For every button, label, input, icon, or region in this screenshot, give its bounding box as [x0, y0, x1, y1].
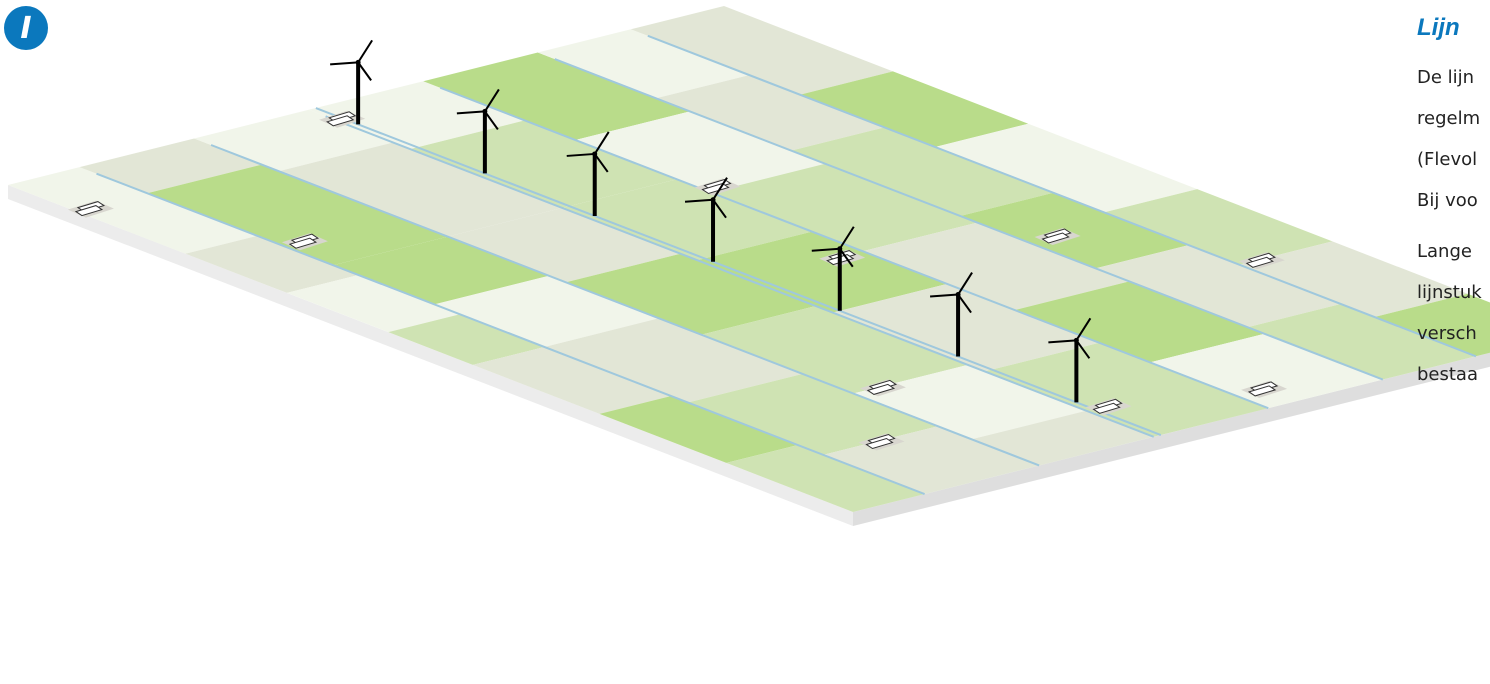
farm-building-icon: [281, 233, 328, 251]
paragraph-2: Lange lijnstuk versch bestaa: [1417, 236, 1490, 390]
field-parcel: [630, 6, 893, 95]
farm-building-icon: [67, 200, 114, 218]
wind-turbine-icon: [811, 226, 855, 311]
ditch-line: [325, 115, 1155, 438]
field-parcel: [688, 373, 938, 455]
field-parcel: [333, 236, 550, 305]
section-badge: I: [4, 6, 48, 50]
wind-turbine-icon: [684, 177, 728, 262]
field-parcel: [562, 179, 812, 261]
field-parcel: [1239, 241, 1468, 317]
field-parcel: [472, 347, 672, 414]
platform-edge-front: [853, 352, 1490, 526]
field-parcel: [960, 192, 1189, 269]
field-parcel: [799, 71, 1029, 147]
field-parcel: [701, 306, 968, 394]
farm-building-icon: [319, 110, 366, 128]
paragraph-1-line: regelm: [1417, 108, 1481, 129]
farm-building-icon: [1241, 380, 1288, 398]
field-parcel: [447, 207, 681, 283]
wind-turbine-icon: [330, 39, 373, 125]
field-parcel: [8, 167, 258, 254]
field-parcel: [566, 253, 816, 335]
farm-building-icon: [1238, 252, 1285, 270]
ditch-line: [210, 144, 1040, 467]
platform-edge-left: [8, 185, 853, 526]
field-parcel: [575, 111, 826, 193]
field-parcel: [656, 75, 885, 151]
field-parcel: [697, 231, 948, 313]
paragraph-1-line: De lijn: [1417, 67, 1475, 88]
main-canal-line: [315, 107, 1162, 436]
field-parcel: [1150, 333, 1383, 409]
field-parcel: [423, 52, 690, 140]
ditch-line: [96, 172, 925, 496]
paragraph-2-line: versch: [1417, 323, 1477, 344]
field-parcel: [79, 138, 262, 194]
field-parcel: [410, 120, 677, 208]
wind-turbine-row: [330, 39, 1092, 403]
paragraph-1-line: (Flevol: [1417, 149, 1478, 170]
farm-building-icon: [1085, 398, 1132, 416]
field-parcel: [599, 396, 798, 463]
field-parcel: [710, 163, 978, 252]
paragraph-2-line: Lange: [1417, 241, 1472, 262]
farm-building-icon: [859, 379, 906, 397]
wind-turbine-icon: [930, 272, 973, 357]
wind-turbine-icon: [566, 131, 610, 216]
field-parcel: [791, 127, 1054, 216]
farm-building-icon: [1034, 228, 1081, 245]
field-parcel: [434, 275, 659, 347]
field-parcel: [278, 142, 563, 237]
field-parcel: [286, 275, 460, 333]
field-parcel: [984, 342, 1269, 437]
field-parcel: [308, 81, 525, 150]
field-parcel: [726, 445, 925, 512]
field-parcel: [544, 318, 803, 403]
paragraph-1: De lijn regelm (Flevol Bij voo: [1417, 62, 1490, 216]
field-parcel: [1095, 245, 1341, 328]
field-parcel: [1247, 304, 1476, 380]
field-parcel: [862, 222, 1130, 311]
ditch-line: [439, 86, 1269, 410]
wind-turbine-icon: [456, 88, 500, 174]
farm-building-icon: [858, 433, 905, 451]
platform-base: [8, 185, 1490, 526]
paragraph-2-line: bestaa: [1417, 364, 1478, 385]
field-parcel: [971, 410, 1154, 466]
field-parcel: [1014, 281, 1265, 363]
section-title: Lijn: [1417, 14, 1460, 41]
paragraph-2-line: lijnstuk: [1417, 282, 1482, 303]
ditch-line: [554, 58, 1384, 381]
ditch-line: [647, 34, 1477, 358]
field-parcel: [537, 29, 750, 99]
wind-turbine-icon: [1048, 317, 1092, 403]
explanation-panel: Lijn De lijn regelm (Flevol Bij voo Lang…: [1417, 14, 1490, 414]
field-parcel: [853, 364, 1087, 440]
field-parcels: [8, 6, 1490, 512]
field-parcel: [147, 164, 448, 266]
paragraph-1-line: Bij voo: [1417, 190, 1478, 211]
field-parcel: [1374, 293, 1490, 357]
farm-buildings: [67, 110, 1288, 451]
field-parcel: [388, 314, 545, 365]
ditch-lines: [96, 34, 1477, 496]
section-letter: I: [20, 10, 32, 46]
field-parcel: [935, 123, 1198, 213]
field-parcel: [185, 235, 359, 293]
field-parcel: [1104, 189, 1333, 265]
field-parcel: [832, 283, 1100, 372]
